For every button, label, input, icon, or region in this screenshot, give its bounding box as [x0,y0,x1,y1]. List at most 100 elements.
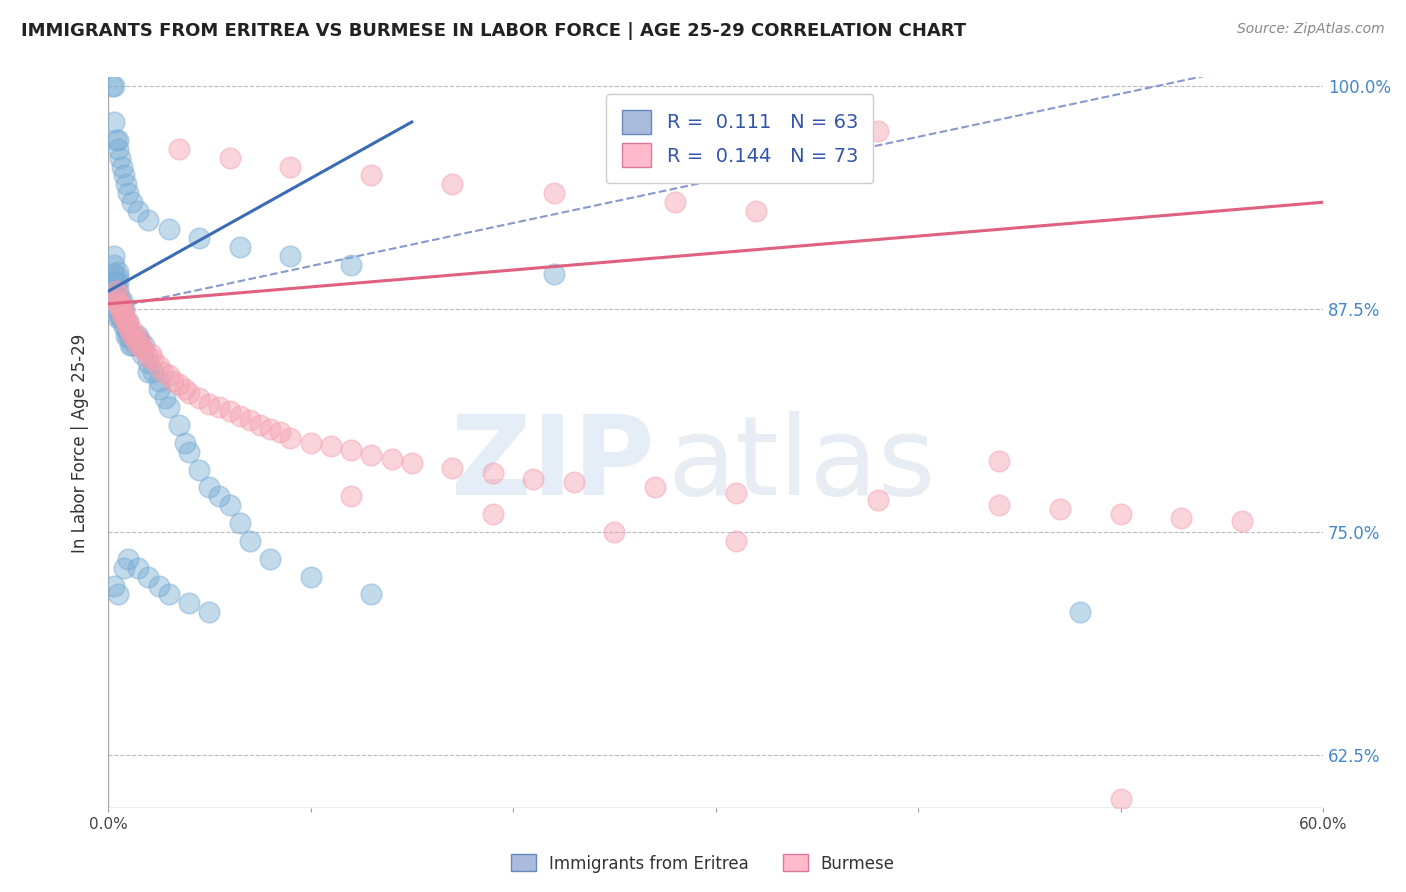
Point [112,311,135,326]
Point [401,456,423,470]
Point [138,351,160,365]
Point [228,409,250,424]
Point [562,475,585,490]
Point [188,463,211,477]
Text: IMMIGRANTS FROM ERITREA VS BURMESE IN LABOR FORCE | AGE 25-29 CORRELATION CHART: IMMIGRANTS FROM ERITREA VS BURMESE IN LA… [21,22,966,40]
Point [167,418,190,433]
Point [108,302,131,317]
Point [117,186,139,201]
Point [319,440,342,454]
Point [124,326,146,340]
Y-axis label: In Labor Force | Age 25-29: In Labor Force | Age 25-29 [72,334,89,552]
Point [101,79,124,94]
Point [188,231,211,245]
Point [112,320,135,334]
Point [103,578,125,592]
Point [177,445,200,459]
Point [148,578,170,592]
Point [1109,792,1132,806]
Point [112,311,135,326]
Point [120,329,142,343]
Point [724,533,747,548]
Point [107,142,129,156]
Point [107,288,129,302]
Point [127,333,149,347]
Point [269,425,291,440]
Point [157,401,180,415]
Point [127,204,149,219]
Point [259,551,281,566]
Point [208,401,231,415]
Point [167,377,190,392]
Point [107,302,129,317]
Point [167,142,190,156]
Point [115,329,138,343]
Point [117,551,139,566]
Point [360,449,382,463]
Point [360,587,382,601]
Point [125,338,148,352]
Point [115,178,138,192]
Text: ZIP: ZIP [451,411,655,518]
Point [1109,507,1132,521]
Point [125,333,148,347]
Point [988,498,1011,512]
Point [162,374,184,388]
Point [111,302,134,317]
Point [108,297,131,311]
Point [120,338,142,352]
Point [866,492,889,507]
Point [117,324,139,338]
Point [141,352,163,367]
Point [103,115,125,129]
Text: atlas: atlas [666,411,935,518]
Text: Source: ZipAtlas.com: Source: ZipAtlas.com [1237,22,1385,37]
Point [111,301,134,315]
Point [299,436,322,450]
Legend: R =  0.111   N = 63, R =  0.144   N = 73: R = 0.111 N = 63, R = 0.144 N = 73 [606,95,873,183]
Point [107,311,129,326]
Point [111,308,134,322]
Point [340,489,363,503]
Point [177,596,200,610]
Point [157,222,180,236]
Point [120,324,142,338]
Point [103,267,125,281]
Point [228,516,250,530]
Point [218,404,240,418]
Point [139,347,162,361]
Point [117,320,139,334]
Point [174,436,197,450]
Point [138,365,160,379]
Point [218,151,240,165]
Point [107,270,129,285]
Point [148,374,170,388]
Point [340,258,363,272]
Point [108,301,131,315]
Point [105,302,128,317]
Point [131,347,153,361]
Point [188,392,211,406]
Point [148,359,170,374]
Point [115,320,138,334]
Point [108,308,131,322]
Point [1230,514,1253,528]
Point [1170,510,1192,524]
Point [157,368,180,383]
Point [107,133,129,147]
Point [121,333,143,347]
Point [131,340,153,354]
Point [441,178,464,192]
Point [103,258,125,272]
Point [481,467,503,481]
Point [543,186,565,201]
Point [380,452,402,467]
Point [107,297,129,311]
Point [105,133,128,147]
Point [112,560,135,574]
Point [134,338,156,352]
Point [481,507,503,521]
Point [103,293,125,308]
Point [108,311,131,326]
Point [115,315,138,329]
